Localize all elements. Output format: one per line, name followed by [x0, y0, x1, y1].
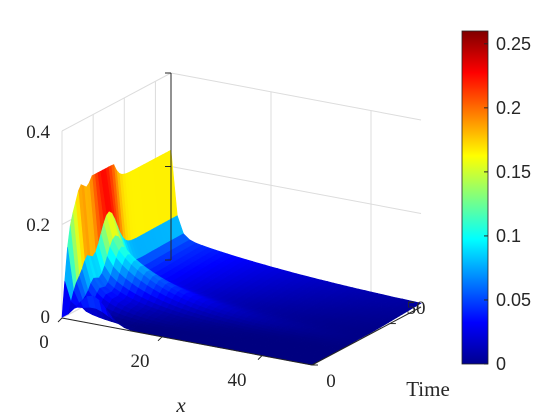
z-tick-0: 0	[41, 307, 51, 328]
colorbar-tick-label: 0.25	[496, 34, 531, 54]
time-axis-line	[311, 306, 422, 366]
gridline-z	[61, 72, 172, 132]
colorbar-tick-label: 0.05	[496, 290, 531, 310]
z-tick-0.2: 0.2	[26, 215, 50, 236]
gridline-z-back	[170, 72, 422, 121]
axes	[57, 72, 422, 366]
colorbar-ticks: 0 0.05 0.1 0.15 0.2 0.25	[484, 34, 531, 374]
surface	[61, 149, 422, 366]
x-tick-mark	[257, 355, 263, 360]
x-tick-40: 40	[228, 370, 247, 391]
x-axis-label: x	[175, 393, 186, 417]
z-tick-0.4: 0.4	[26, 122, 50, 143]
gridline-z-back	[170, 166, 422, 214]
x-axis-line	[61, 317, 313, 366]
x-tick-20: 20	[131, 351, 150, 372]
x-tick-0: 0	[39, 332, 49, 353]
x-tick-mark	[57, 317, 63, 323]
colorbar-tick-label: 0	[496, 354, 506, 374]
time-axis-label: Time	[406, 377, 450, 401]
colorbar-tick-label: 0.15	[496, 162, 531, 182]
colorbar-tick-label: 0.1	[496, 226, 521, 246]
time-tick-0: 0	[326, 371, 336, 392]
colorbar-tick-label: 0.2	[496, 98, 521, 118]
colorbar	[461, 30, 489, 365]
time-tick-50: 50	[407, 298, 426, 319]
x-tick-mark	[157, 336, 163, 342]
